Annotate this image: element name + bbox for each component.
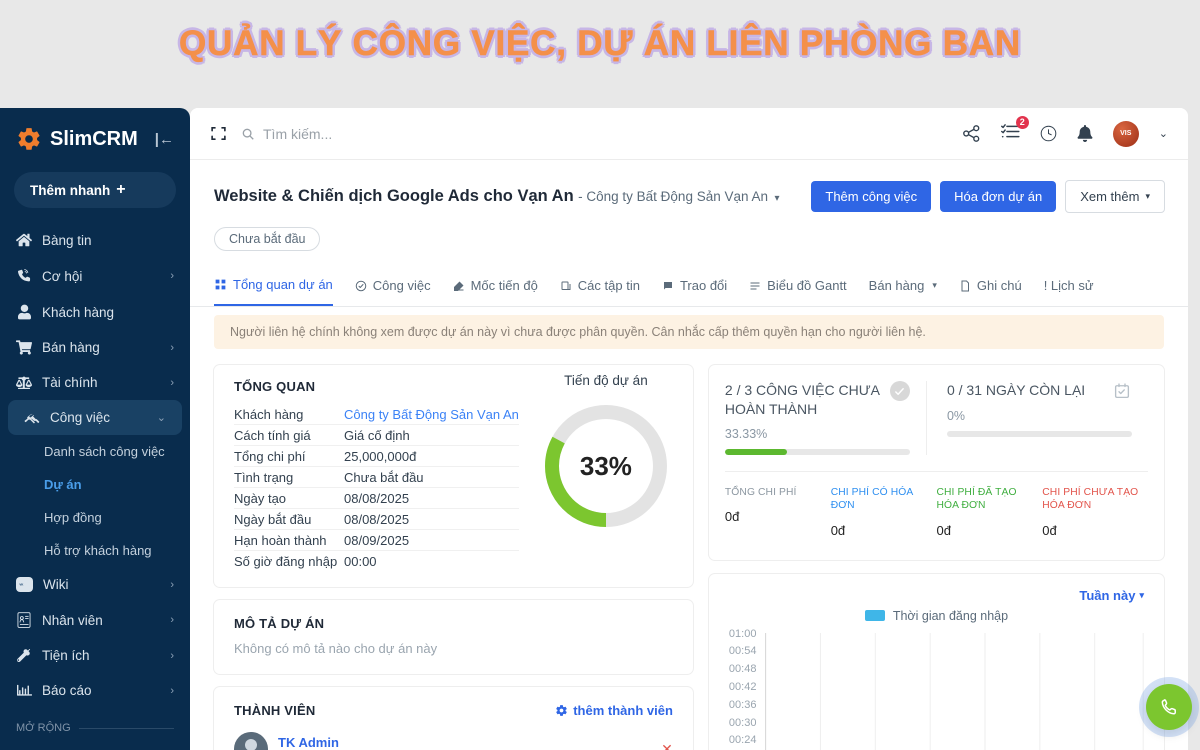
svg-text:VK: VK	[19, 582, 24, 586]
